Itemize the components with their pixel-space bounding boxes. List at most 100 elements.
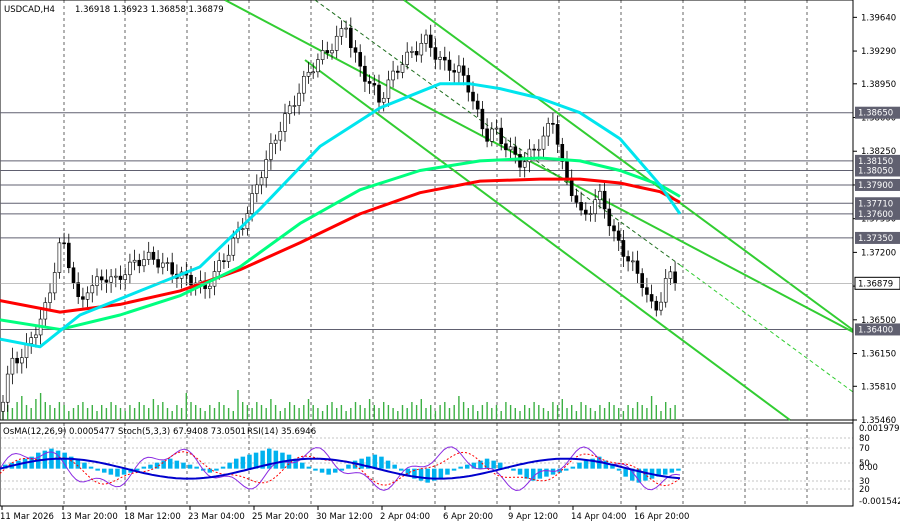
- osma-bar: [663, 468, 668, 475]
- candle-body: [395, 70, 400, 73]
- level-tag: [855, 197, 900, 210]
- osma-bar: [359, 458, 364, 469]
- candle-body: [485, 128, 489, 142]
- candle-body: [612, 225, 616, 232]
- osma-bar: [300, 462, 305, 469]
- osma-bar: [590, 458, 595, 469]
- time-label: 13 Mar 20:00: [61, 512, 118, 522]
- osma-bar: [234, 458, 239, 469]
- price-tick-label: 1.39290: [861, 47, 896, 57]
- candle-body: [621, 240, 626, 257]
- level-tag: [855, 106, 900, 119]
- current-price-label: 1.36879: [858, 279, 893, 289]
- osma-bar: [273, 450, 279, 469]
- time-label: 11 Mar 2026: [0, 512, 54, 522]
- candle-body: [645, 287, 649, 295]
- candle-body: [170, 262, 174, 275]
- osma-bar: [247, 454, 252, 469]
- osma-bar: [154, 462, 160, 469]
- candle-body: [29, 337, 34, 344]
- osma-bar: [372, 454, 378, 469]
- time-label: 16 Apr 20:00: [634, 512, 689, 522]
- candle-body: [269, 143, 273, 160]
- candle-body: [428, 34, 433, 48]
- osma-bar: [313, 468, 318, 471]
- osma-bar: [577, 462, 582, 469]
- osma-bar: [135, 468, 140, 471]
- osma-bar: [425, 468, 430, 483]
- candle-body: [504, 143, 508, 151]
- candle-body: [588, 213, 593, 215]
- candle-body: [10, 357, 15, 375]
- osma-bar: [260, 450, 265, 469]
- candle-body: [410, 51, 414, 53]
- candle-body: [161, 262, 165, 268]
- candle-body: [377, 84, 381, 103]
- indicator-tick-label: 0.00: [859, 463, 878, 473]
- candle-body: [405, 51, 410, 65]
- chart-symbol-label: USDCAD,H4: [4, 5, 55, 15]
- indicator-frame: [0, 422, 854, 507]
- candle-body: [123, 274, 127, 280]
- osma-bar: [656, 468, 661, 477]
- candle-body: [527, 148, 532, 163]
- osma-bar: [643, 468, 648, 481]
- candle-body: [330, 50, 334, 54]
- channel-mid: [314, 0, 681, 266]
- candle-body: [635, 260, 640, 274]
- candle-body: [165, 262, 170, 264]
- indicator-level-label: 30: [859, 477, 870, 487]
- osma-bar: [544, 468, 549, 477]
- candle-body: [156, 259, 160, 268]
- trend-channels: [224, 0, 854, 421]
- stoch-label: Stoch(5,3,3) 67.9408 73.0501: [118, 427, 246, 437]
- candle-body: [555, 124, 560, 145]
- candle-body: [334, 35, 339, 51]
- osma-bar: [636, 468, 642, 483]
- candle-body: [489, 128, 494, 142]
- candle-body: [222, 260, 226, 262]
- candle-body: [62, 242, 66, 245]
- osma-label: OsMA(12,26,9) 0.0005477: [3, 427, 115, 437]
- candle-body: [306, 71, 311, 77]
- candle-body: [626, 256, 630, 262]
- level-tag-label: 1.38650: [858, 109, 893, 119]
- osma-bar: [240, 456, 246, 469]
- indicator-level-label: 70: [859, 444, 870, 454]
- indicator-level-label: 50: [859, 459, 870, 469]
- candle-body: [85, 292, 90, 300]
- osma-bar: [564, 468, 569, 471]
- candle-body: [208, 285, 212, 289]
- level-tag: [855, 154, 900, 167]
- time-label: 9 Apr 12:00: [508, 512, 558, 522]
- price-axis: 1.396401.392901.389501.386001.382501.379…: [0, 0, 900, 506]
- candle-body: [598, 190, 602, 201]
- candle-body: [348, 27, 353, 48]
- osma-bar: [253, 452, 259, 469]
- candle-body: [189, 274, 193, 286]
- candle-body: [433, 47, 438, 60]
- candle-body: [536, 148, 541, 151]
- candle-body: [95, 276, 99, 286]
- candle-body: [146, 251, 151, 260]
- time-label: 6 Apr 20:00: [443, 512, 493, 522]
- level-tag-label: 1.38050: [858, 167, 893, 177]
- channel-upper-2: [403, 0, 854, 331]
- candle-body: [386, 79, 391, 99]
- candle-body: [457, 65, 461, 73]
- candle-body: [367, 81, 372, 84]
- osma-bar: [187, 464, 193, 469]
- osma-bar: [517, 468, 523, 475]
- candle-body: [104, 279, 109, 283]
- osma-bar: [306, 466, 312, 469]
- candle-body: [264, 159, 269, 179]
- candle-body: [292, 105, 297, 107]
- osma-bar: [121, 468, 127, 475]
- candle-body: [57, 242, 62, 273]
- osma-bar: [366, 456, 371, 469]
- candle-body: [114, 275, 118, 278]
- candle-body: [128, 261, 132, 276]
- osma-bar: [352, 460, 358, 469]
